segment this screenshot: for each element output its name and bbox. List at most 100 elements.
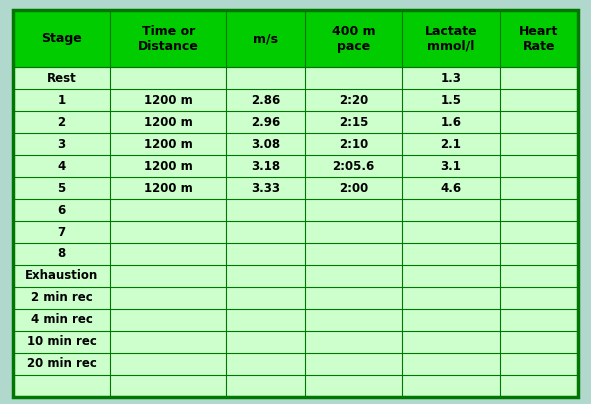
Text: 7: 7	[57, 225, 66, 238]
Bar	[226, 375, 305, 397]
Bar	[226, 353, 305, 375]
Bar	[111, 177, 226, 199]
Text: 5: 5	[57, 182, 66, 195]
Text: 1200 m: 1200 m	[144, 138, 193, 151]
Bar	[111, 331, 226, 353]
Bar	[499, 265, 578, 287]
Bar	[226, 243, 305, 265]
Text: 1.3: 1.3	[440, 72, 462, 85]
Bar	[226, 67, 305, 89]
Text: 2: 2	[57, 116, 66, 129]
Bar	[499, 243, 578, 265]
Text: 20 min rec: 20 min rec	[27, 357, 96, 370]
Text: Rest: Rest	[47, 72, 76, 85]
Bar	[226, 265, 305, 287]
Text: 2 min rec: 2 min rec	[31, 291, 93, 304]
Bar	[402, 265, 499, 287]
Bar	[13, 375, 111, 397]
Bar	[111, 265, 226, 287]
Bar	[402, 331, 499, 353]
Bar	[402, 67, 499, 89]
Bar	[111, 67, 226, 89]
Bar	[226, 89, 305, 111]
Bar	[499, 199, 578, 221]
Bar	[13, 243, 111, 265]
Bar	[305, 331, 402, 353]
Bar	[305, 265, 402, 287]
Bar	[402, 199, 499, 221]
Bar	[13, 221, 111, 243]
Text: 3.1: 3.1	[440, 160, 462, 173]
Bar	[402, 177, 499, 199]
Bar	[499, 221, 578, 243]
Bar	[305, 111, 402, 133]
Bar	[402, 375, 499, 397]
Bar	[111, 243, 226, 265]
Bar	[305, 89, 402, 111]
Bar	[13, 155, 111, 177]
Text: 1.5: 1.5	[440, 94, 462, 107]
Bar	[13, 309, 111, 331]
Text: 2:15: 2:15	[339, 116, 368, 129]
Bar	[499, 375, 578, 397]
Bar	[305, 177, 402, 199]
Text: 2.86: 2.86	[251, 94, 280, 107]
Text: 3: 3	[57, 138, 66, 151]
Bar	[305, 287, 402, 309]
Bar	[499, 353, 578, 375]
Text: 3.08: 3.08	[251, 138, 280, 151]
Bar	[499, 133, 578, 155]
Bar	[499, 331, 578, 353]
Text: 1200 m: 1200 m	[144, 182, 193, 195]
Bar	[111, 221, 226, 243]
Bar	[111, 155, 226, 177]
Bar	[13, 111, 111, 133]
Text: 4: 4	[57, 160, 66, 173]
Text: 8: 8	[57, 248, 66, 261]
Text: 2.1: 2.1	[440, 138, 462, 151]
Bar	[226, 155, 305, 177]
Bar	[111, 287, 226, 309]
Bar	[13, 353, 111, 375]
Bar	[111, 353, 226, 375]
Text: 2:10: 2:10	[339, 138, 368, 151]
Bar	[111, 89, 226, 111]
Bar	[402, 353, 499, 375]
Bar	[13, 331, 111, 353]
Text: 6: 6	[57, 204, 66, 217]
Bar	[226, 287, 305, 309]
Text: Stage: Stage	[41, 32, 82, 45]
Bar	[111, 133, 226, 155]
Bar	[226, 309, 305, 331]
Bar	[402, 89, 499, 111]
Bar	[499, 89, 578, 111]
Bar	[226, 133, 305, 155]
Text: 1.6: 1.6	[440, 116, 462, 129]
Bar	[305, 353, 402, 375]
Text: m/s: m/s	[253, 32, 278, 45]
Bar	[13, 133, 111, 155]
Bar	[499, 111, 578, 133]
Bar	[499, 155, 578, 177]
Bar	[226, 111, 305, 133]
Bar	[402, 287, 499, 309]
Text: 2.96: 2.96	[251, 116, 280, 129]
Bar	[499, 309, 578, 331]
Bar	[499, 287, 578, 309]
Bar	[402, 221, 499, 243]
Bar	[13, 67, 111, 89]
Bar	[111, 111, 226, 133]
Text: 10 min rec: 10 min rec	[27, 335, 96, 348]
Text: 4 min rec: 4 min rec	[31, 314, 93, 326]
Bar	[402, 309, 499, 331]
Text: Heart
Rate: Heart Rate	[519, 25, 558, 53]
Bar	[305, 221, 402, 243]
Bar	[499, 67, 578, 89]
Bar	[13, 265, 111, 287]
Text: 1200 m: 1200 m	[144, 160, 193, 173]
Bar	[111, 309, 226, 331]
Bar	[402, 111, 499, 133]
Bar	[111, 199, 226, 221]
Text: 3.33: 3.33	[251, 182, 280, 195]
Text: 400 m
pace: 400 m pace	[332, 25, 375, 53]
